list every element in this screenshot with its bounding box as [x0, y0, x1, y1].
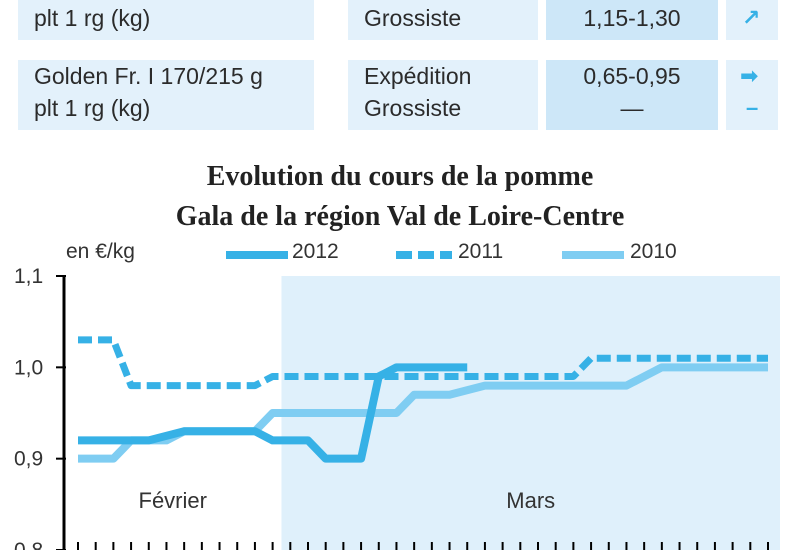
price-cell: 1,15-1,30 — [546, 0, 718, 40]
legend-label-2012: 2012 — [292, 240, 339, 263]
product-cell: Golden Fr. I 170/215 g plt 1 rg (kg) — [18, 60, 314, 130]
stage-label-line2: Grossiste — [364, 5, 462, 31]
month-label: Mars — [506, 488, 555, 513]
y-axis-label: en €/kg — [66, 240, 135, 263]
trend-none-icon: – — [746, 95, 759, 120]
stage-label-line2: Grossiste — [364, 95, 462, 121]
trend-flat-icon: ➡ — [740, 63, 759, 88]
price-value-line2: — — [620, 95, 644, 121]
product-label-line2: plt 1 rg (kg) — [34, 95, 151, 121]
trend-up-icon: ↗ — [742, 5, 761, 30]
y-tick-label: 0,8 — [14, 539, 43, 550]
trend-cell: ↗ — [726, 0, 778, 40]
table-row: Golden Fr. I 170/215 g plt 1 rg (kg) Exp… — [18, 60, 778, 130]
stage-cell: Grossiste — [348, 0, 538, 40]
series-line-2011 — [78, 336, 768, 390]
chart-title-line2: Gala de la région Val de Loire-Centre — [175, 201, 625, 232]
y-tick-label: 1,0 — [14, 356, 43, 379]
trend-cell: ➡ – — [726, 60, 778, 130]
month-band — [64, 276, 282, 550]
month-label: Février — [139, 488, 207, 513]
table-row: plt 1 rg (kg) Grossiste 1,15-1,30 ↗ — [18, 0, 778, 40]
price-cell: 0,65-0,95 — — [546, 60, 718, 130]
price-value-line1: 0,65-0,95 — [583, 63, 681, 89]
legend-label-2010: 2010 — [630, 240, 677, 263]
price-value-line2: 1,15-1,30 — [583, 5, 681, 31]
chart-title-line1: Evolution du cours de la pomme — [206, 161, 594, 192]
stage-cell: Expédition Grossiste — [348, 60, 538, 130]
product-cell: plt 1 rg (kg) — [18, 0, 314, 40]
product-label-line2: plt 1 rg (kg) — [34, 5, 151, 31]
stage-label-line1: Expédition — [364, 63, 472, 89]
legend-label-2011: 2011 — [458, 240, 504, 263]
product-label-line1: Golden Fr. I 170/215 g — [34, 63, 263, 89]
y-tick-label: 0,9 — [14, 448, 43, 471]
series-line-2012 — [78, 363, 468, 463]
y-tick-label: 1,1 — [14, 265, 43, 288]
